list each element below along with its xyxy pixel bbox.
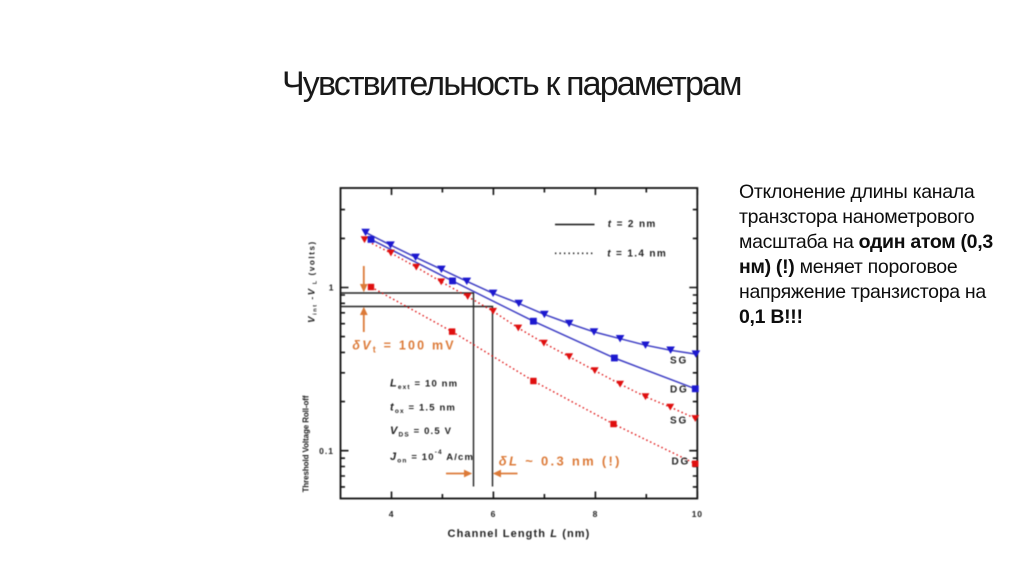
- svg-text:8: 8: [593, 509, 599, 519]
- svg-text:6: 6: [491, 509, 497, 519]
- svg-text:δL ~ 0.3 nm (!): δL ~ 0.3 nm (!): [499, 454, 622, 469]
- svg-text:tox = 1.5 nm: tox = 1.5 nm: [390, 402, 456, 415]
- svg-text:SG: SG: [670, 356, 688, 367]
- svg-text:SG: SG: [670, 416, 688, 427]
- svg-text:10: 10: [692, 509, 703, 519]
- svg-text:1: 1: [329, 283, 334, 293]
- svg-text:t = 1.4 nm: t = 1.4 nm: [607, 249, 667, 260]
- svg-text:4: 4: [389, 509, 395, 519]
- svg-text:DG: DG: [670, 385, 689, 396]
- svg-text:VDS = 0.5 V: VDS = 0.5 V: [390, 425, 452, 438]
- svg-text:Threshold Voltage Roll-off: Threshold Voltage Roll-off: [302, 395, 311, 492]
- svg-text:0.1: 0.1: [319, 446, 334, 456]
- svg-text:t = 2 nm: t = 2 nm: [608, 219, 657, 230]
- svg-text:δVt = 100 mV: δVt = 100 mV: [352, 339, 455, 355]
- svg-text:Lext = 10 nm: Lext = 10 nm: [390, 378, 458, 391]
- svg-text:Channel Length L (nm): Channel Length L (nm): [448, 528, 591, 540]
- svg-text:Vint -V L (volts): Vint -V L (volts): [307, 240, 319, 323]
- svg-text:Jon = 10-4 A/cm: Jon = 10-4 A/cm: [390, 449, 474, 464]
- svg-text:DG: DG: [672, 457, 691, 468]
